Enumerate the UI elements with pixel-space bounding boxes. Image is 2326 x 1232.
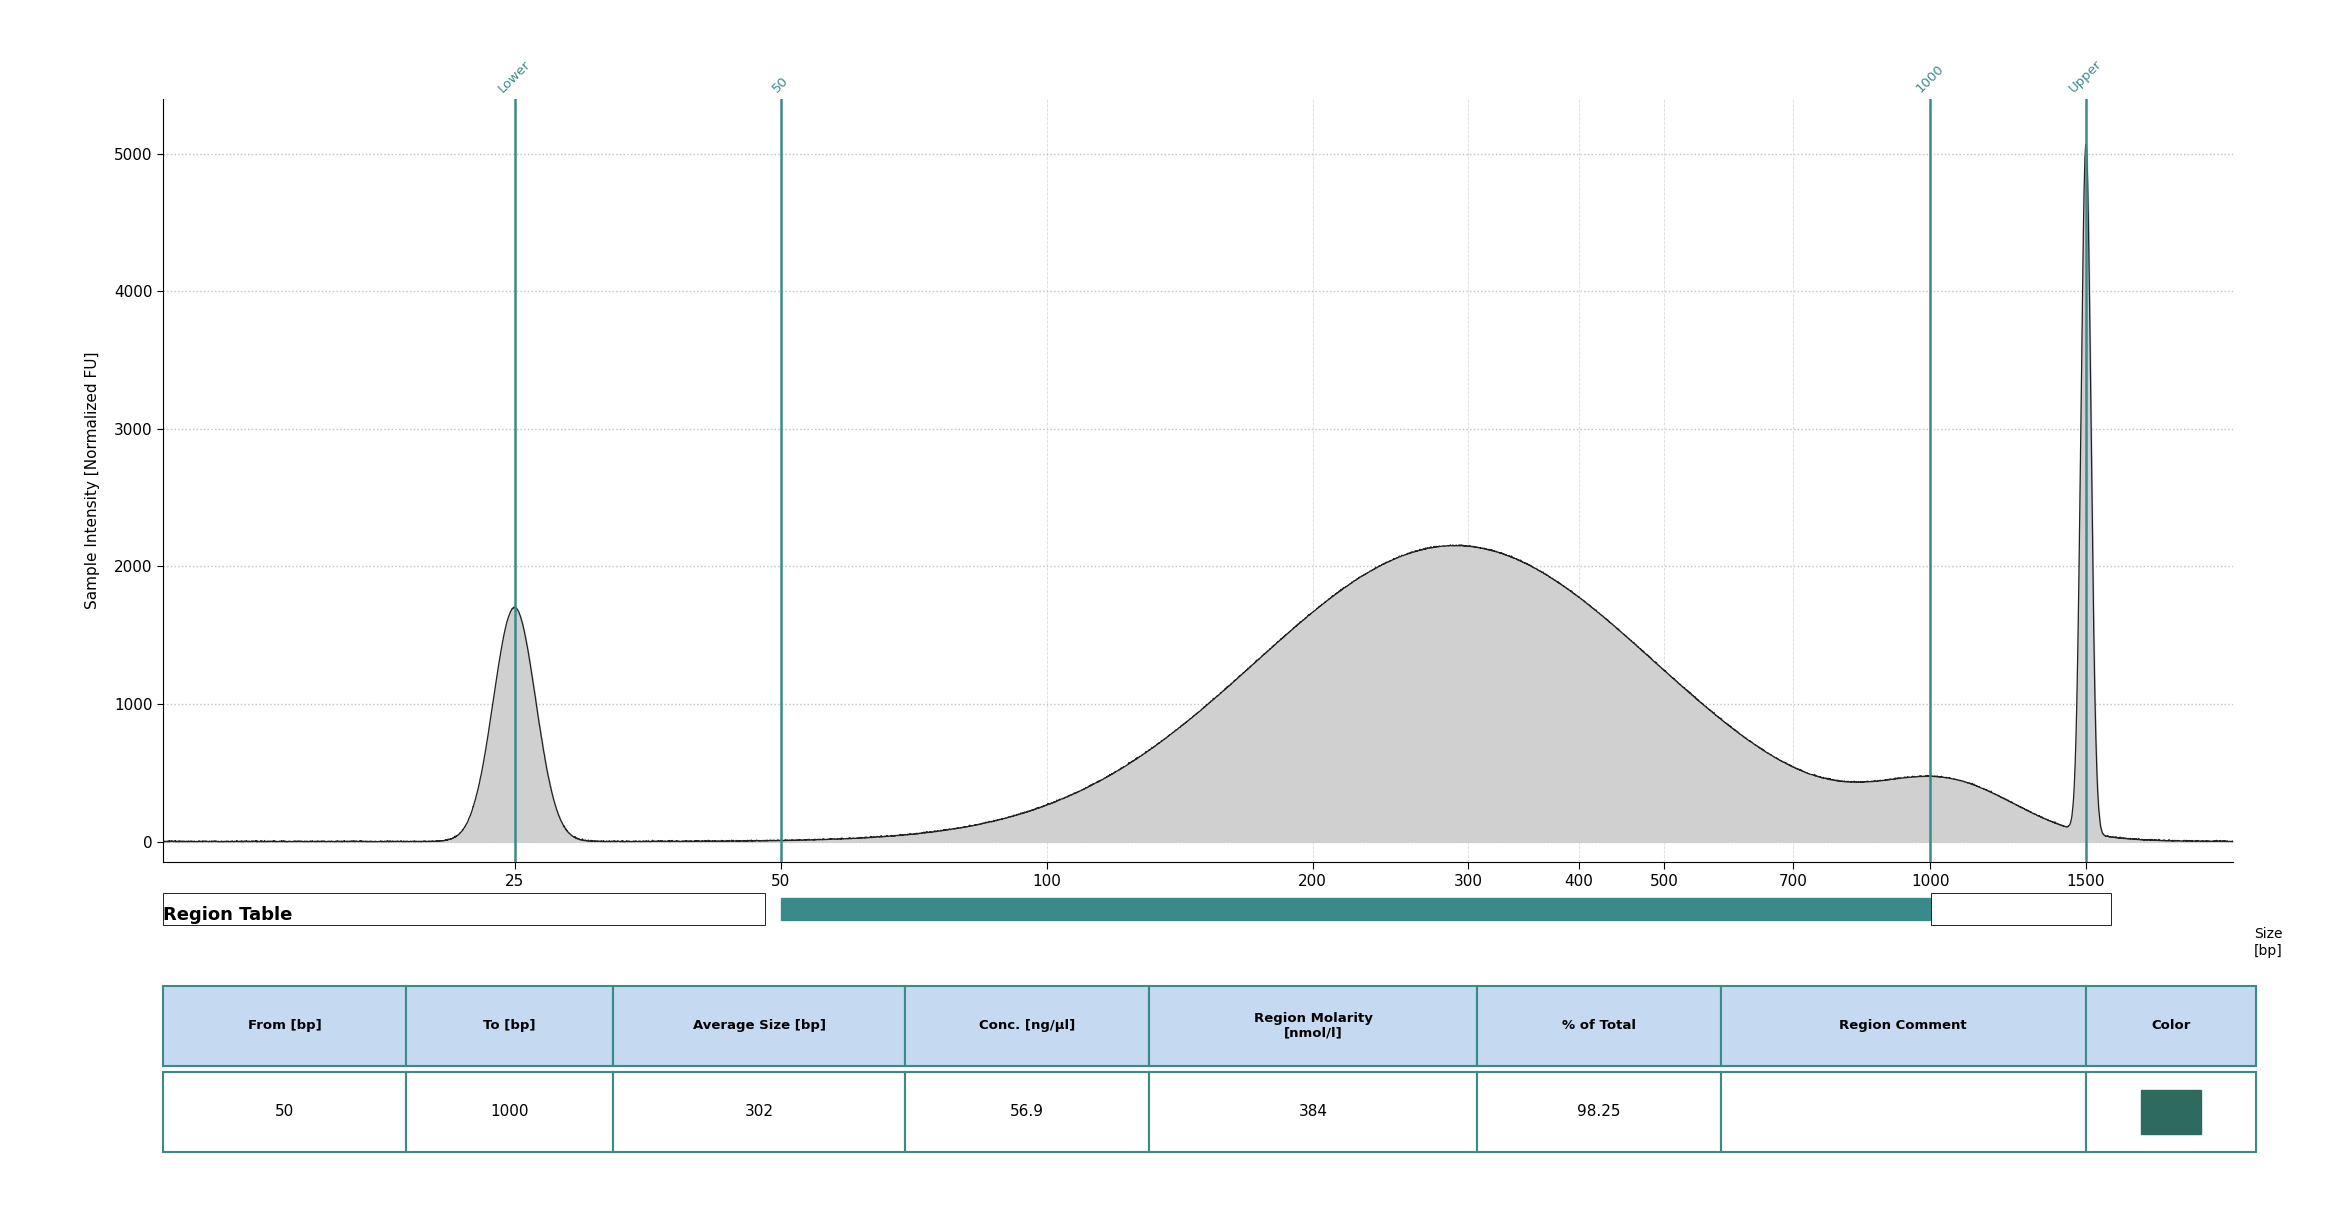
Text: 56.9: 56.9 [1009, 1104, 1044, 1120]
Text: 384: 384 [1298, 1104, 1328, 1120]
Text: To [bp]: To [bp] [484, 1019, 535, 1032]
Text: Average Size [bp]: Average Size [bp] [693, 1019, 826, 1032]
Text: Region Comment: Region Comment [1840, 1019, 1968, 1032]
Text: 50: 50 [274, 1104, 293, 1120]
Text: Size
[bp]: Size [bp] [2254, 928, 2282, 957]
Text: 98.25: 98.25 [1577, 1104, 1621, 1120]
Bar [163, 893, 765, 925]
Text: 50: 50 [770, 74, 791, 95]
Text: Color: Color [2152, 1019, 2191, 1032]
Y-axis label: Sample Intensity [Normalized FU]: Sample Intensity [Normalized FU] [84, 351, 100, 610]
Bar [782, 898, 1931, 919]
Bar [1931, 893, 2110, 925]
Text: Lower: Lower [495, 58, 533, 95]
Text: 1000: 1000 [1914, 62, 1947, 95]
Text: 1000: 1000 [491, 1104, 528, 1120]
Text: Region Molarity
[nmol/l]: Region Molarity [nmol/l] [1254, 1011, 1372, 1040]
Text: Region Table: Region Table [163, 906, 293, 924]
Text: From [bp]: From [bp] [247, 1019, 321, 1032]
Text: % of Total: % of Total [1563, 1019, 1635, 1032]
Text: 302: 302 [744, 1104, 775, 1120]
Text: Upper: Upper [2068, 57, 2105, 95]
Text: Conc. [ng/µl]: Conc. [ng/µl] [979, 1019, 1075, 1032]
